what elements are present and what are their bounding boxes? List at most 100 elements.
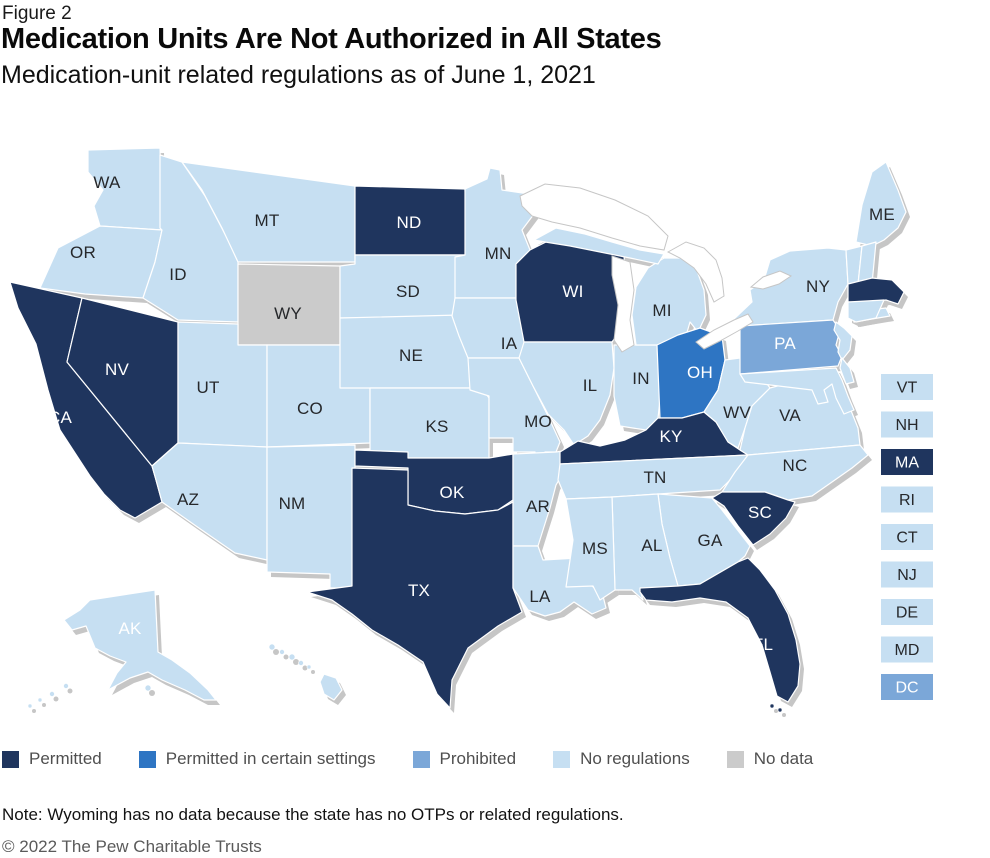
state-HI-island [279, 649, 285, 655]
state-label-ID: ID [169, 265, 186, 284]
state-chip-label-DC: DC [895, 680, 918, 697]
state-chip-label-DE: DE [896, 605, 918, 622]
state-DE-part [839, 357, 855, 385]
legend-swatch-prohibited-icon [412, 750, 430, 768]
state-label-WI: WI [562, 282, 583, 301]
state-TX [306, 467, 523, 709]
state-chip-label-RI: RI [899, 492, 915, 509]
state-label-GA: GA [698, 531, 723, 550]
state-label-AZ: AZ [177, 490, 199, 509]
legend-item-no-regulations: No regulations [553, 749, 690, 769]
state-label-MS: MS [582, 539, 608, 558]
state-chip-MD [881, 636, 933, 663]
state-chip-DC [881, 674, 933, 700]
state-label-TX: TX [408, 581, 430, 600]
lake-erie [695, 313, 754, 350]
state-label-NM: NM [279, 494, 306, 513]
state-label-UT: UT [196, 378, 219, 397]
state-chip-DE [881, 599, 933, 625]
state-HI-island [288, 653, 296, 661]
legend-swatch-permitted-icon [2, 750, 19, 768]
state-CT-part [847, 299, 885, 323]
state-SC [711, 491, 796, 546]
note: Note: Wyoming has no data because the st… [2, 805, 624, 824]
state-ME [855, 161, 907, 247]
legend-item-label: Permitted [29, 749, 102, 768]
copyright: © 2022 The Pew Charitable Trusts [2, 837, 262, 856]
state-FL [639, 557, 801, 703]
state-label-WA: WA [93, 173, 121, 192]
state-MS [565, 496, 616, 601]
state-AK [63, 589, 217, 701]
state-AK-island [27, 703, 33, 709]
state-AK-island [49, 691, 55, 697]
state-FL-island [769, 703, 775, 709]
state-label-SC: SC [748, 503, 772, 522]
lake-huron [666, 241, 725, 303]
figure-label: Figure 2 [2, 3, 72, 24]
state-label-MO: MO [524, 412, 552, 431]
state-label-MI: MI [652, 301, 671, 320]
legend: Permitted Permitted in certain settings … [2, 749, 813, 769]
legend-item-label: Permitted in certain settings [165, 749, 376, 768]
state-label-OR: OR [70, 243, 96, 262]
state-label-OH: OH [687, 363, 713, 382]
state-label-ME: ME [869, 205, 895, 224]
state-label-CO: CO [297, 399, 323, 418]
state-HI-island [268, 643, 276, 651]
state-label-LA: LA [529, 587, 551, 606]
legend-item-no-data: No data [726, 749, 814, 769]
state-AK-island [63, 683, 69, 689]
lake-ontario [749, 270, 793, 290]
state-chip-VT [881, 374, 933, 400]
state-label-TN: TN [643, 468, 666, 487]
state-label-CA: CA [48, 408, 72, 427]
legend-item-label: No data [753, 749, 814, 768]
subtitle: Medication-unit related regulations as o… [1, 61, 596, 89]
state-HI-island [306, 664, 312, 670]
state-chip-NJ [881, 561, 933, 588]
state-label-AR: AR [526, 497, 550, 516]
state-label-MN: MN [485, 244, 512, 263]
state-label-WV: WV [723, 403, 751, 422]
state-NM [266, 444, 356, 589]
state-AZ [151, 442, 268, 561]
state-label-ND: ND [397, 213, 422, 232]
state-chip-label-MD: MD [895, 642, 920, 659]
state-label-MT: MT [255, 211, 280, 230]
legend-swatch-no-regulations-icon [553, 750, 571, 768]
state-label-NE: NE [399, 346, 423, 365]
lake-michigan [611, 255, 635, 353]
small-state-chips: VT NH MA RI CT NJ DE MD DC [881, 374, 933, 700]
state-label-NV: NV [105, 360, 129, 379]
state-LA [512, 545, 607, 617]
state-chip-NH [881, 411, 933, 438]
state-chip-label-NJ: NJ [897, 567, 917, 584]
state-MI-part [533, 227, 665, 265]
state-AK-island [37, 697, 43, 703]
legend-item-prohibited: Prohibited [412, 749, 517, 769]
states-layer [9, 147, 907, 713]
legend-item-certain: Permitted in certain settings [138, 749, 376, 769]
state-label-FL: FL [753, 635, 773, 654]
page-title: Medication Units Are Not Authorized in A… [1, 23, 662, 55]
state-label-IN: IN [632, 369, 649, 388]
state-chip-RI [881, 486, 933, 513]
state-label-NC: NC [783, 456, 808, 475]
state-HI-island [298, 660, 304, 666]
state-label-SD: SD [396, 282, 420, 301]
state-label-NY: NY [806, 277, 830, 296]
state-chip-label-NH: NH [895, 417, 918, 434]
state-label-IL: IL [583, 376, 598, 395]
state-label-AL: AL [641, 536, 662, 555]
state-chip-label-CT: CT [896, 530, 918, 547]
state-label-AK: AK [118, 619, 142, 638]
state-HI-part [319, 673, 343, 701]
state-label-OK: OK [440, 483, 465, 502]
legend-item-label: Prohibited [439, 749, 517, 768]
state-label-PA: PA [774, 334, 796, 353]
state-OR [39, 225, 163, 299]
state-label-IA: IA [501, 334, 518, 353]
state-label-KS: KS [425, 417, 448, 436]
